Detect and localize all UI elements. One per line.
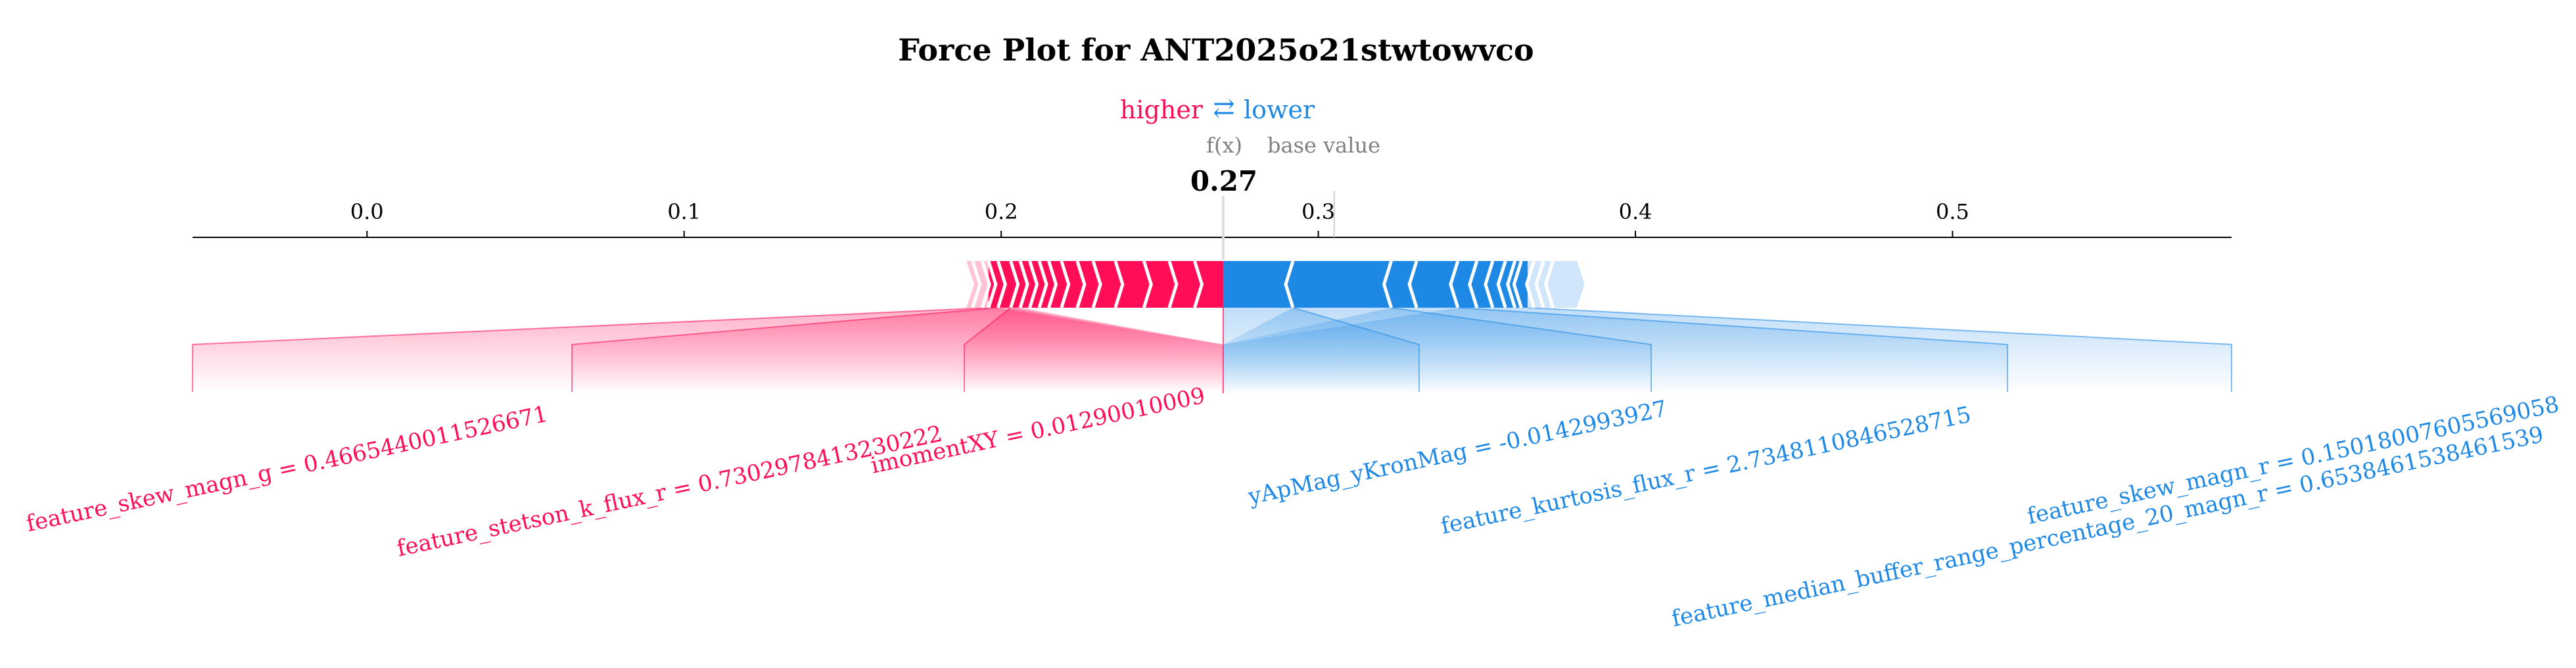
higher-divider <box>996 260 1007 308</box>
lower-connector-fill <box>1223 308 2232 393</box>
lower-divider <box>1506 260 1517 308</box>
lower-tail-divider <box>1543 260 1555 308</box>
higher-connector-line <box>964 307 1012 392</box>
tick-label: 0.4 <box>1619 199 1652 224</box>
tick-label: 0.0 <box>350 199 384 224</box>
higher-divider <box>1018 260 1029 308</box>
higher-divider <box>1037 260 1048 308</box>
feature-label-lower: feature_kurtosis_flux_r = 2.734811084652… <box>1439 402 1974 540</box>
x-axis: 0.0 0.1 0.2 0.3 0.4 0.5 <box>193 191 2232 260</box>
lower-divider <box>1512 260 1523 308</box>
higher-divider <box>1060 260 1071 308</box>
higher-connector-fill <box>964 308 1223 392</box>
fx-label: f(x) <box>1206 133 1242 158</box>
higher-tail-divider <box>987 260 998 308</box>
legend-lower-label: lower <box>1244 95 1315 124</box>
force-bars <box>966 260 1585 308</box>
higher-tail-divider <box>971 260 982 308</box>
higher-divider <box>1009 260 1020 308</box>
lower-divider <box>1496 260 1507 308</box>
higher-divider <box>1142 260 1153 308</box>
base-value-label: base value <box>1267 133 1380 158</box>
feature-labels: feature_skew_magn_g = 0.4665440011526671… <box>24 383 2561 632</box>
lower-divider <box>1284 260 1295 308</box>
higher-divider <box>1113 260 1125 308</box>
higher-divider <box>1167 260 1179 308</box>
higher-divider <box>1193 260 1204 308</box>
legend-arrows-icon: ⇄ <box>1213 93 1235 124</box>
higher-divider <box>1047 260 1058 308</box>
lower-bar <box>1223 261 1528 308</box>
legend-higher-label: higher <box>1120 95 1204 124</box>
tick-label: 0.2 <box>985 199 1018 224</box>
legend: higher ⇄ lower <box>1120 93 1315 124</box>
higher-divider <box>1075 260 1087 308</box>
lower-connector-line <box>1527 307 2232 392</box>
higher-tail-divider <box>980 260 991 308</box>
higher-divider <box>1028 260 1039 308</box>
higher-divider <box>1091 260 1102 308</box>
chart-title: Force Plot for ANT2025o21stwtowvco <box>898 32 1534 68</box>
tick-label: 0.1 <box>667 199 701 224</box>
lower-divider <box>1468 260 1479 308</box>
lower-divider <box>1382 260 1393 308</box>
higher-connector-line <box>192 307 989 392</box>
lower-divider <box>1449 260 1460 308</box>
tick-label: 0.3 <box>1301 199 1335 224</box>
lower-divider <box>1484 260 1495 308</box>
lower-tail-divider <box>1534 260 1545 308</box>
feature-label-higher: feature_skew_magn_g = 0.4665440011526671 <box>24 401 550 537</box>
tick-label: 0.5 <box>1936 199 1969 224</box>
fx-value: 0.27 <box>1190 165 1257 197</box>
lower-tail-divider <box>1525 260 1536 308</box>
lower-divider <box>1407 260 1418 308</box>
higher-connector-line <box>571 307 998 392</box>
feature-connectors <box>192 307 2232 393</box>
